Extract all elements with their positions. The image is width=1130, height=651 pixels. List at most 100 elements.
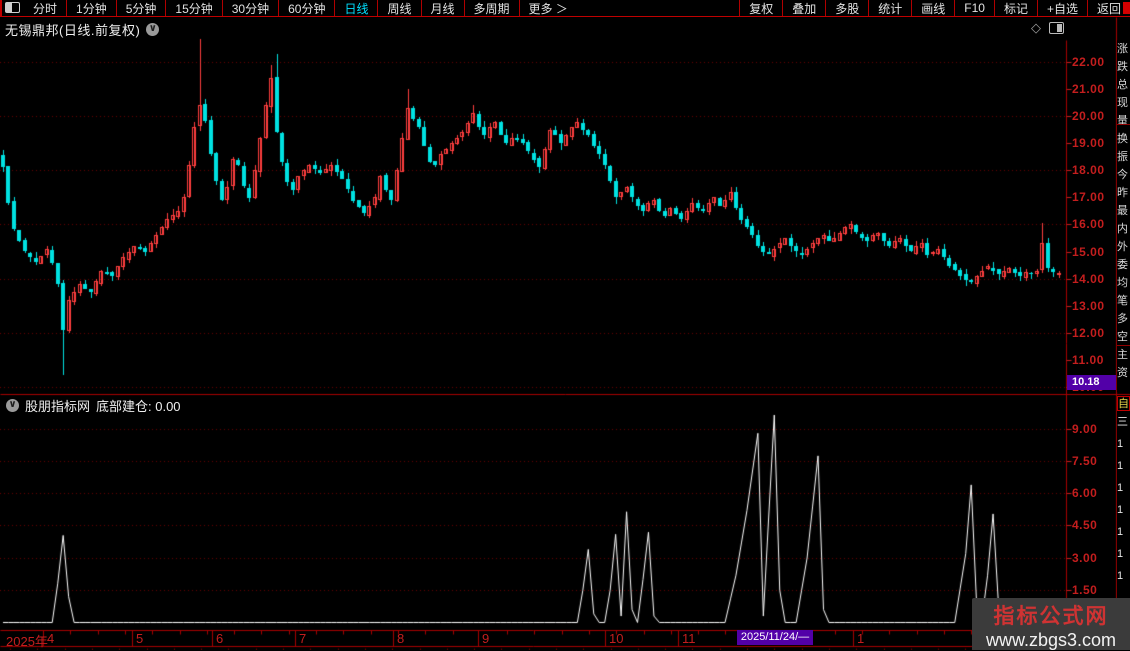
- toolbar-item-draw-line[interactable]: 画线: [911, 0, 954, 16]
- clipped-text-fragment: 跌: [1117, 61, 1128, 73]
- price-axis-label: 11.00: [1072, 352, 1104, 367]
- watermark-url: www.zbgs3.com: [985, 630, 1117, 650]
- clipped-text-fragment: 主: [1117, 349, 1128, 361]
- clipped-text-fragment: 换: [1117, 133, 1128, 145]
- date-axis-month: 11: [682, 631, 696, 646]
- clipped-quote-digit: 1: [1117, 526, 1124, 538]
- clipped-text-fragment: 资: [1117, 367, 1128, 379]
- toolbar-item-add-watchlist[interactable]: +自选: [1036, 0, 1087, 16]
- clipped-text-fragment: 昨: [1117, 187, 1128, 199]
- clipped-quote-digit: 1: [1117, 570, 1124, 582]
- toolbar-item-mark[interactable]: 标记: [993, 0, 1037, 16]
- toolbar-item-1min[interactable]: 1分钟: [66, 0, 116, 16]
- clipped-text-fragment: 空: [1117, 331, 1128, 343]
- clipped-right-panel-bottom: 自三 1 1 1 1 1 1 1: [1117, 396, 1130, 630]
- price-axis-label: 22.00: [1072, 55, 1105, 69]
- clipped-text-fragment: 多: [1117, 313, 1128, 325]
- date-axis-month: 9: [482, 631, 490, 646]
- clipped-text-fragment: 均: [1117, 277, 1128, 289]
- price-axis-label: 12.00: [1072, 325, 1105, 340]
- tool-buttons: 复权 叠加 多股 统计 画线 F10 标记 +自选 返回: [739, 0, 1130, 16]
- indicator-chevron-icon[interactable]: ∨: [6, 398, 19, 412]
- watermark-site-name: 指标公式网: [993, 605, 1109, 628]
- clipped-right-panel-top: 涨跌总现量换振今昨最内外委均笔多空主资: [1117, 40, 1130, 392]
- toolbar-item-f10[interactable]: F10: [954, 0, 994, 16]
- clipped-text-fragment: 外: [1117, 241, 1128, 253]
- toolbar-corner-accent: [1123, 2, 1130, 14]
- toolbar-item-5min[interactable]: 5分钟: [115, 0, 166, 16]
- clipped-quote-digit: 1: [1117, 548, 1124, 560]
- indicator-axis-label: 9.00: [1072, 421, 1098, 436]
- toolbar-item-60min[interactable]: 60分钟: [278, 0, 334, 16]
- price-axis-label: 14.00: [1072, 271, 1105, 286]
- crosshair-date-tag: 2025/11/24/—: [737, 630, 813, 645]
- price-axis-label: 16.00: [1072, 217, 1105, 232]
- price-axis-label: 18.00: [1072, 163, 1105, 178]
- indicator-axis-label: 3.00: [1072, 550, 1098, 565]
- toolbar-item-back[interactable]: 返回: [1086, 0, 1130, 16]
- clipped-text-fragment: 涨: [1117, 43, 1128, 55]
- toolbar-item-15min[interactable]: 15分钟: [165, 0, 221, 16]
- chart-title-row: 无锡鼎邦(日线.前复权) ∨ ◇: [0, 18, 1116, 40]
- date-axis-month: 4: [47, 631, 55, 646]
- last-price-tag: 10.18: [1067, 375, 1116, 391]
- stock-title: 无锡鼎邦(日线.前复权): [5, 22, 141, 38]
- toolbar-item-multi-stock[interactable]: 多股: [825, 0, 868, 16]
- toolbar-item-weekly[interactable]: 周线: [377, 0, 420, 16]
- site-watermark: 指标公式网 www.zbgs3.com: [972, 598, 1130, 650]
- date-axis-month: 10: [609, 631, 624, 646]
- indicator-axis-label: 7.50: [1072, 453, 1098, 468]
- panel-layout-icon[interactable]: [1049, 21, 1064, 34]
- clipped-text-fragment: 总: [1117, 79, 1128, 91]
- indicator-label-row: ∨ 股朋指标网 底部建仓: 0.00: [0, 397, 181, 414]
- date-axis-month: 1: [857, 631, 865, 646]
- clipped-text-fragment: 现: [1117, 97, 1128, 109]
- clipped-quote-digit: 1: [1117, 460, 1124, 472]
- price-axis-label: 21.00: [1072, 82, 1105, 97]
- toolbar-item-overlay[interactable]: 叠加: [782, 0, 825, 16]
- clipped-text-fragment: 委: [1117, 259, 1128, 271]
- clipped-text-fragment: 最: [1117, 205, 1128, 217]
- period-toolbar: 分时 1分钟 5分钟 15分钟 30分钟 60分钟 日线 周线 月线 多周期 更多 ＞ 复权 叠加 多股…: [0, 0, 1130, 17]
- clipped-panel-header: 自: [1117, 396, 1130, 411]
- chevron-down-icon[interactable]: ∨: [146, 22, 160, 36]
- clipped-text-fragment: 内: [1117, 223, 1128, 235]
- indicator-name-value: 底部建仓: 0.00: [96, 398, 181, 414]
- strip-divider: [1117, 345, 1130, 346]
- clipped-quote-digit: 1: [1117, 482, 1124, 494]
- indicator-axis-label: 4.50: [1072, 518, 1098, 533]
- price-axis-label: 13.00: [1072, 298, 1105, 313]
- indicator-axis-label: 6.00: [1072, 486, 1098, 500]
- clipped-text-fragment: 振: [1117, 151, 1128, 163]
- diamond-icon[interactable]: ◇: [1031, 20, 1041, 35]
- toolbar-item-more[interactable]: 更多 ＞: [518, 0, 577, 16]
- split-screen-icon[interactable]: [5, 2, 20, 13]
- toolbar-item-stats[interactable]: 统计: [868, 0, 911, 16]
- date-axis-month: 5: [136, 631, 144, 646]
- price-axis-label: 19.00: [1072, 136, 1105, 151]
- toolbar-item-adjust[interactable]: 复权: [739, 0, 782, 16]
- price-axis-label: 15.00: [1072, 244, 1105, 259]
- date-axis-year: 2025年: [6, 634, 48, 649]
- date-axis-month: 6: [216, 631, 224, 646]
- clipped-quote-digit: 三: [1117, 416, 1128, 428]
- toolbar-item-30min[interactable]: 30分钟: [221, 0, 278, 16]
- indicator-source: 股朋指标网: [25, 398, 91, 414]
- toolbar-item-daily[interactable]: 日线: [334, 0, 377, 16]
- clipped-text-fragment: 笔: [1117, 295, 1128, 307]
- clipped-text-fragment: 今: [1117, 169, 1128, 181]
- toolbar-item-multi-period[interactable]: 多周期: [463, 0, 519, 16]
- date-axis-month: 7: [299, 631, 307, 646]
- price-axis-label: 17.00: [1072, 190, 1105, 205]
- period-buttons: 分时 1分钟 5分钟 15分钟 30分钟 60分钟 日线 周线 月线 多周期 更多 ＞: [24, 0, 577, 16]
- clipped-quote-digit: 1: [1117, 504, 1124, 516]
- price-axis-label: 20.00: [1072, 109, 1105, 124]
- toolbar-spacer: [577, 0, 739, 16]
- clipped-quote-digit: 1: [1117, 438, 1124, 450]
- indicator-axis-label: 1.50: [1072, 582, 1098, 597]
- toolbar-item-time-share[interactable]: 分时: [33, 1, 58, 16]
- clipped-text-fragment: 量: [1117, 115, 1128, 127]
- toolbar-item-monthly[interactable]: 月线: [420, 0, 464, 16]
